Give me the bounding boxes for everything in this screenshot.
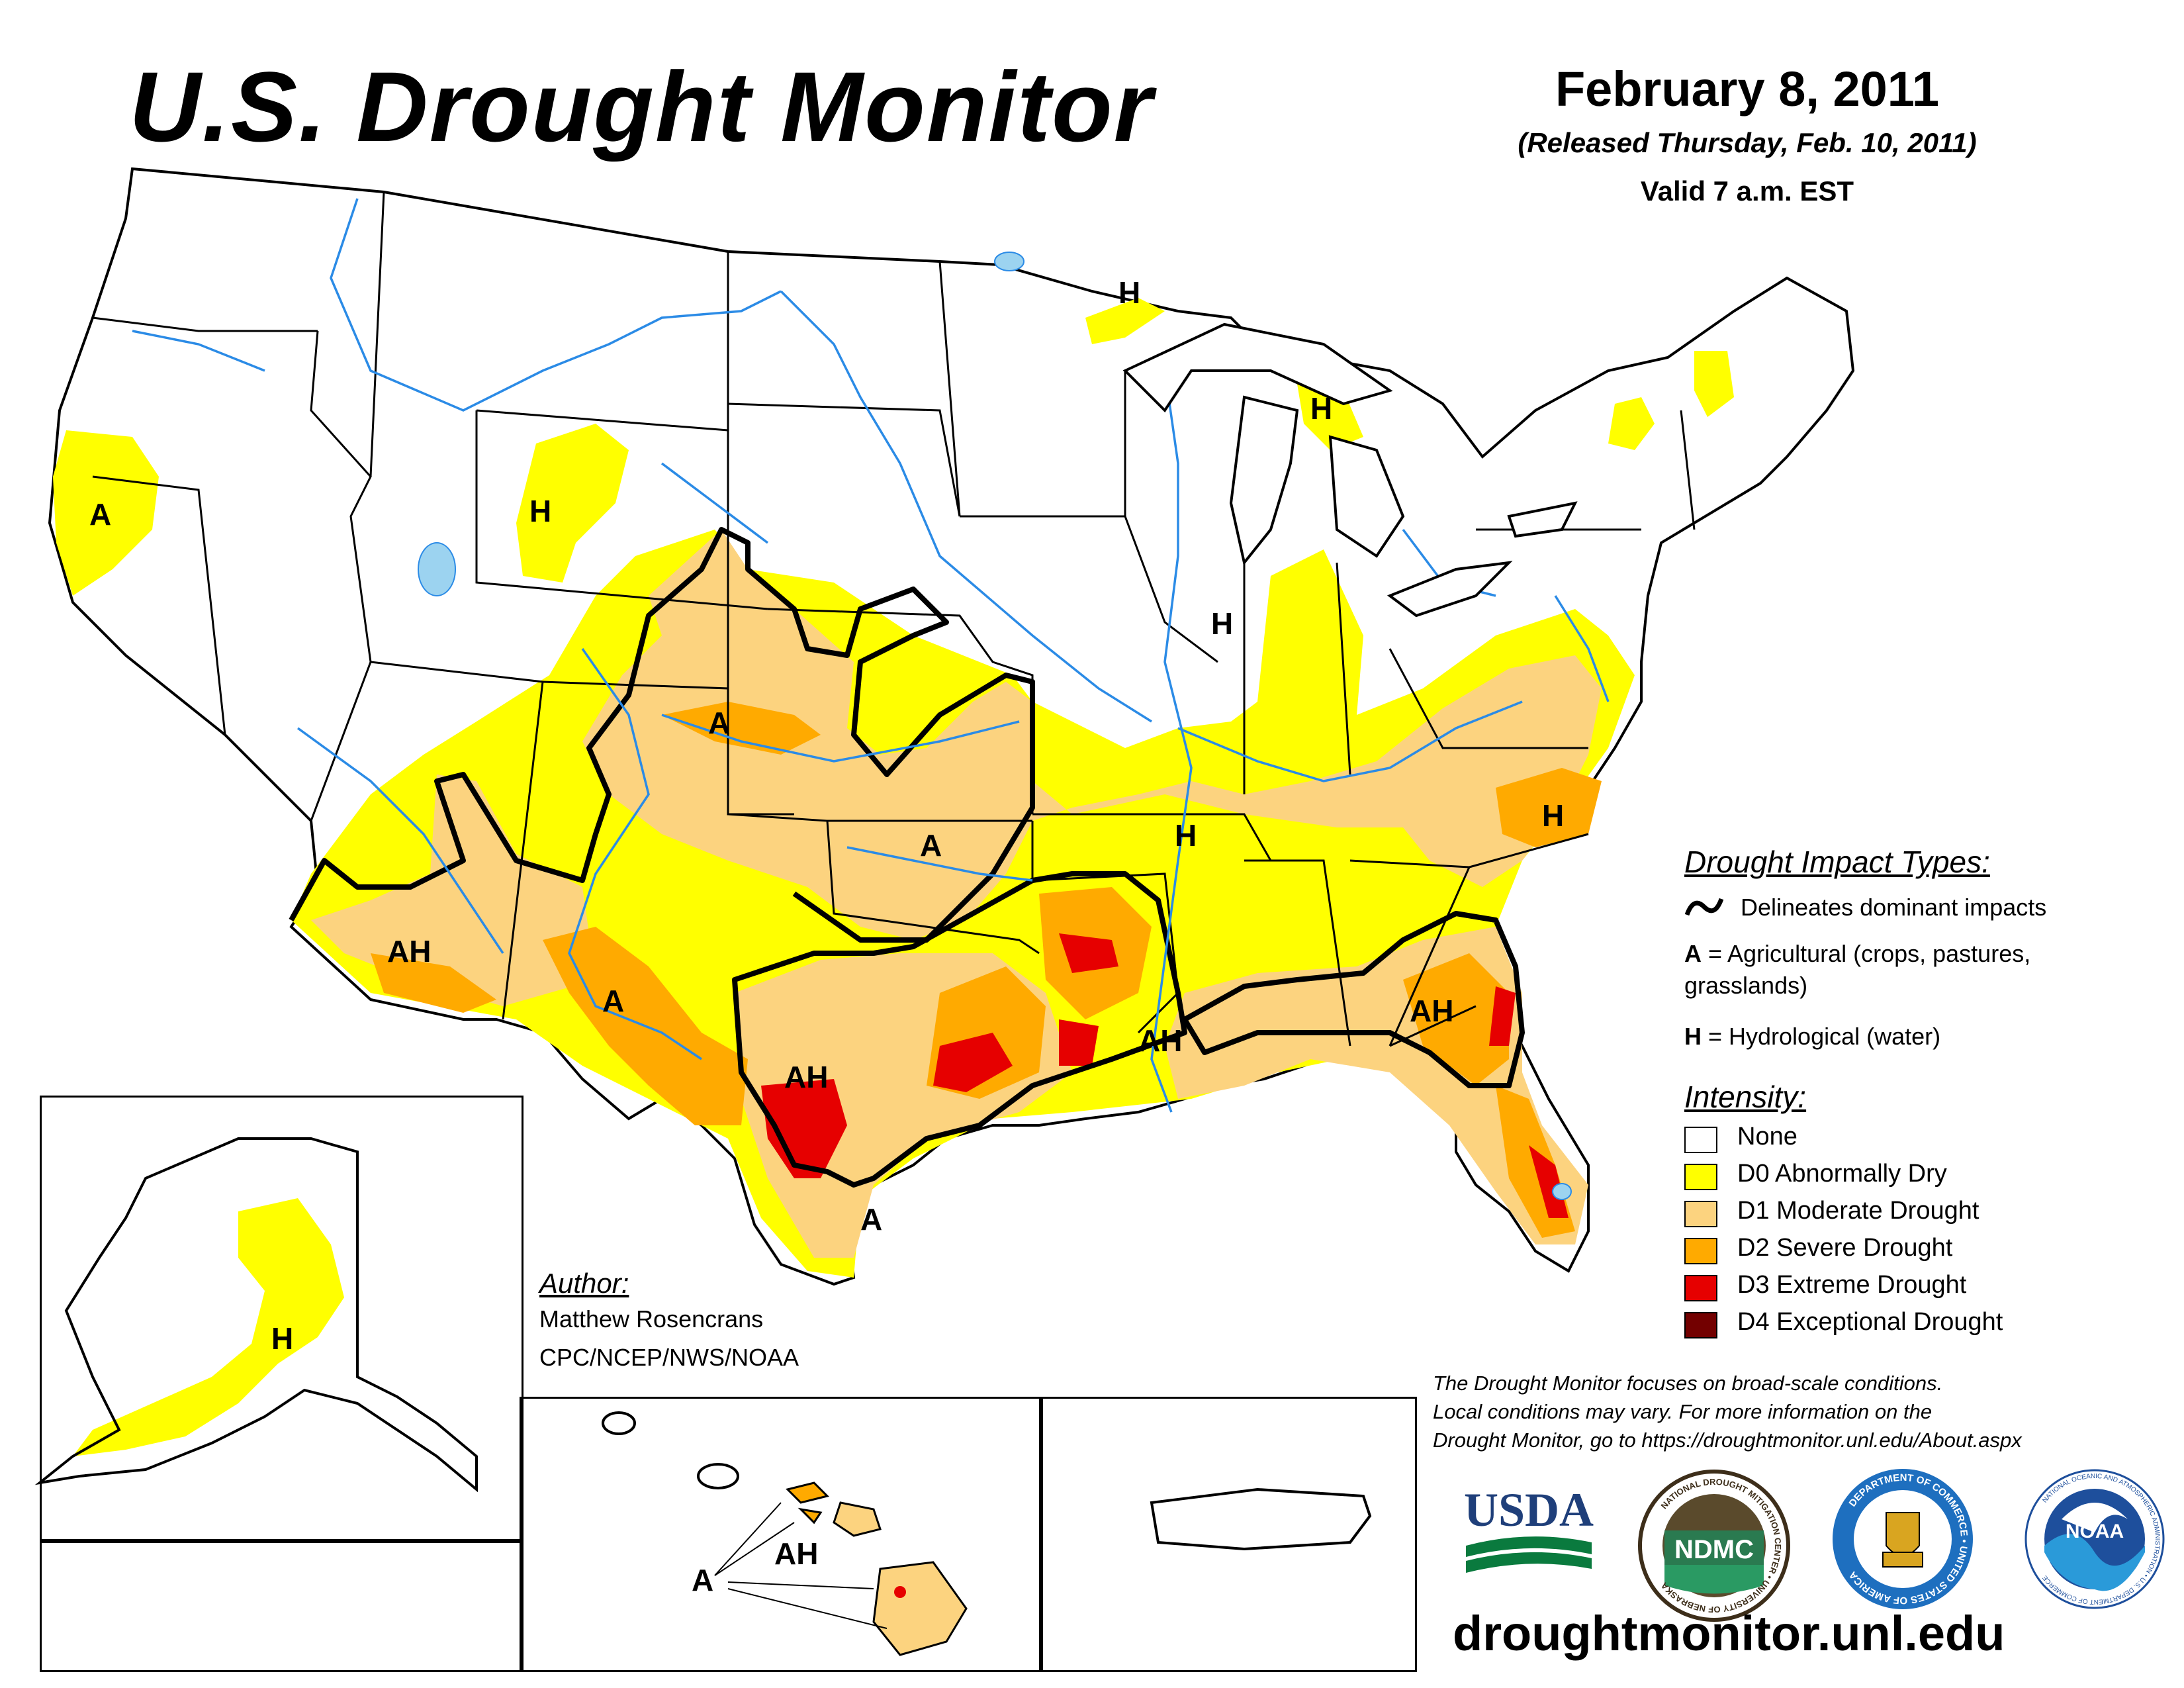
label-georgia: AH [1410,994,1454,1028]
impact-line-icon [1684,898,1724,916]
label-illinois: H [1211,606,1234,641]
d0-wyoming [516,424,629,583]
release-date: (Released Thursday, Feb. 10, 2011) [1518,127,1977,158]
impact-line-southeast [1182,911,1525,1088]
ndmc-logo: NDMC NATIONAL DROUGHT MITIGATION CENTER … [1638,1470,1790,1622]
d3-texas-central [933,1033,1013,1092]
d0-california [53,430,159,596]
intensity-swatch-0 [1684,1127,1717,1153]
state-boundaries [92,191,1696,1047]
intensity-swatch-2 [1684,1201,1717,1227]
noaa-logo-text: NOAA [2066,1521,2124,1542]
intensity-swatch-3 [1684,1238,1717,1264]
label-texas-south: A [860,1202,883,1237]
impact-line-southwest [289,527,1035,943]
agricultural-code: A [1684,940,1702,967]
label-north-carolina: H [1542,798,1565,833]
impact-line-texas [732,871,1187,1188]
d2-arizona [371,953,496,1013]
map-title: U.S. Drought Monitor [129,51,1154,162]
alaska-inset-frame [40,1096,523,1543]
noaa-logo: NOAA NATIONAL OCEANIC AND ATMOSPHERIC AD… [2025,1469,2165,1609]
puerto-rico-shape [1150,1487,1372,1551]
d1-plains [582,530,1602,940]
d3-texas-west [761,1079,847,1178]
d3-louisiana [1059,1019,1099,1066]
hawaii-shape [602,1411,968,1656]
impact-types-title: Drought Impact Types: [1684,845,1990,879]
intensity-label-3: D2 Severe Drought [1737,1234,1953,1262]
commerce-logo: DEPARTMENT OF COMMERCE • UNITED STATES O… [1833,1469,1973,1609]
impact-lines [289,527,1525,1188]
hawaii-inset-frame [520,1397,1043,1672]
agricultural-text: = Agricultural (crops, pastures, [1702,940,2031,967]
label-hawaii-a: A [692,1563,714,1597]
d2-colorado [662,702,821,755]
label-wyoming: H [529,494,552,528]
author-org: CPC/NCEP/NWS/NOAA [539,1344,799,1371]
d2-georgia [1403,953,1509,1086]
d1-southwest [311,774,596,1006]
usda-logo-text: USDA [1464,1483,1594,1536]
d3-arkansas [1059,933,1118,973]
intensity-label-1: D0 Abnormally Dry [1737,1160,1947,1188]
label-hawaii-ah: AH [774,1536,819,1571]
author-name: Matthew Rosencrans [539,1305,764,1333]
d2-nc [1496,768,1602,847]
d0-alaska [73,1198,344,1456]
intensity-title: Intensity: [1684,1080,1807,1114]
ndmc-logo-text: NDMC [1674,1535,1754,1564]
map-date: February 8, 2011 [1555,62,1940,117]
intensity-swatch-5 [1684,1312,1717,1338]
label-michigan: H [1310,391,1333,426]
d0-minnesota [1085,298,1165,344]
label-mississippi: AH [1138,1023,1183,1058]
lakes [418,252,1572,1200]
author-title: Author: [539,1268,629,1299]
footer-url[interactable]: droughtmonitor.unl.edu [1453,1606,2005,1661]
intensity-label-0: None [1737,1123,1797,1150]
delineates-text: Delineates dominant impacts [1741,894,2047,921]
intensity-label-2: D1 Moderate Drought [1737,1197,1979,1225]
d3-georgia [1489,986,1516,1046]
label-alaska: H [271,1321,294,1356]
label-minnesota: H [1118,275,1141,310]
label-texas: AH [784,1060,829,1094]
intensity-swatch-1 [1684,1164,1717,1190]
note-line-3: Drought Monitor, go to https://droughtmo… [1433,1429,2022,1452]
usda-logo: USDA [1464,1483,1594,1573]
puerto-rico-inset-frame [1039,1397,1417,1672]
note-line-1: The Drought Monitor focuses on broad-sca… [1433,1372,1943,1395]
label-california: A [89,497,112,532]
great-lakes [1122,322,1578,618]
valid-time: Valid 7 a.m. EST [1640,175,1854,207]
rivers [132,198,1610,1113]
agricultural-text-2: grasslands) [1684,972,1808,999]
d0-vermont [1694,351,1734,417]
agricultural-line: A = Agricultural (crops, pastures, [1684,940,2030,968]
note-line-2: Local conditions may vary. For more info… [1433,1400,1933,1423]
intensity-swatch-4 [1684,1275,1717,1301]
d3-florida [1529,1145,1569,1218]
label-missouri: H [1175,818,1197,853]
label-new-mexico: A [602,984,625,1018]
aleutian-inset-frame [40,1539,523,1672]
hydrological-code: H [1684,1023,1702,1050]
d0-maine [1608,397,1655,450]
disclaimer-note: The Drought Monitor focuses on broad-sca… [1433,1369,2167,1454]
hydrological-text: = Hydrological (water) [1702,1023,1941,1050]
intensity-label-4: D3 Extreme Drought [1737,1271,1967,1299]
label-kansas: A [920,828,942,863]
hydrological-line: H = Hydrological (water) [1684,1023,1940,1051]
intensity-label-5: D4 Exceptional Drought [1737,1308,2003,1336]
label-arizona: AH [387,934,432,968]
label-colorado: A [708,706,731,740]
alaska-shape [34,1137,478,1493]
